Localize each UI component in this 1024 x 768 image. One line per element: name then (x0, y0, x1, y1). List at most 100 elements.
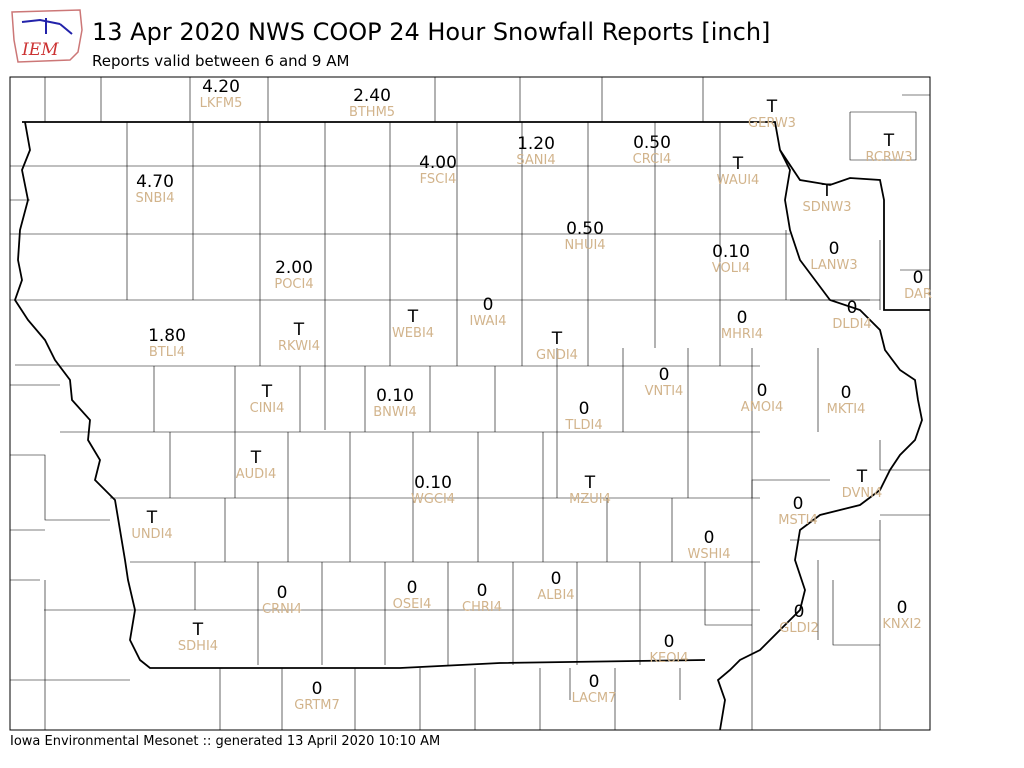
station-id: VNTI4 (645, 384, 684, 399)
station-id: RCRW3 (865, 150, 912, 165)
station-id: WAUI4 (717, 173, 760, 188)
station-value: T (293, 320, 305, 340)
station-id: GERW3 (748, 116, 796, 131)
station-id: RKWI4 (278, 339, 320, 354)
station-id: KNXI2 (882, 617, 921, 632)
station-value: 0 (913, 268, 924, 288)
station-value: 0 (312, 679, 323, 699)
station-id: KEOI4 (649, 651, 688, 666)
station-value: 0 (829, 239, 840, 259)
station-id: TLDI4 (564, 418, 602, 433)
station-value: 2.00 (275, 258, 313, 278)
title: 13 Apr 2020 NWS COOP 24 Hour Snowfall Re… (92, 18, 770, 46)
station-value: T (261, 382, 273, 402)
station-value: 0 (659, 365, 670, 385)
station-id: GNDI4 (536, 348, 578, 363)
station-id: GRTM7 (294, 698, 340, 713)
station-value: 0.10 (376, 386, 414, 406)
station-id: SANI4 (516, 153, 555, 168)
station-value: 0 (841, 383, 852, 403)
station-value: T (883, 131, 895, 151)
station-id: BTHM5 (349, 105, 395, 120)
station-id: WGCI4 (411, 492, 455, 507)
station-value: 0 (664, 632, 675, 652)
station-id: SNBI4 (136, 191, 175, 206)
station-id: MZUI4 (569, 492, 611, 507)
subtitle: Reports valid between 6 and 9 AM (92, 52, 349, 70)
station-id: MSTI4 (778, 513, 818, 528)
station-value: 4.70 (136, 172, 174, 192)
station-value: 0 (897, 598, 908, 618)
station-id: OSEI4 (393, 597, 432, 612)
station-value: T (821, 181, 833, 201)
station-id: CHRI4 (462, 600, 502, 615)
station-value: 0 (704, 528, 715, 548)
station-id: BTLI4 (149, 345, 185, 360)
station-id: NHUI4 (564, 238, 605, 253)
station-value: T (146, 508, 158, 528)
station-id: LACM7 (572, 691, 617, 706)
station-value: 0.50 (566, 219, 604, 239)
station-id: AUDI4 (236, 467, 277, 482)
station-id: SDNW3 (802, 200, 851, 215)
map-frame (9, 76, 931, 731)
station-value: T (732, 154, 744, 174)
station-id: MKTI4 (827, 402, 866, 417)
station-value: T (192, 620, 204, 640)
station-value: T (766, 97, 778, 117)
station-value: 0 (737, 308, 748, 328)
station-value: 0 (757, 381, 768, 401)
station-id: POCI4 (274, 277, 313, 292)
station-id: SDHI4 (178, 639, 218, 654)
station-value: 0 (551, 569, 562, 589)
station-id: FSCI4 (420, 172, 457, 187)
station-value: 1.80 (148, 326, 186, 346)
station-value: 0 (579, 399, 590, 419)
station-value: 0.50 (633, 133, 671, 153)
station-id: MHRI4 (721, 327, 763, 342)
station-value: T (584, 473, 596, 493)
county-lines (10, 77, 930, 730)
station-id: UNDI4 (131, 527, 172, 542)
station-id: WSHI4 (688, 547, 731, 562)
station-id: VOLI4 (712, 261, 750, 276)
station-id: DVNI4 (842, 486, 883, 501)
station-value: T (407, 307, 419, 327)
station-id: CINI4 (250, 401, 285, 416)
station-value: 2.40 (353, 86, 391, 106)
station-id: BNWI4 (373, 405, 417, 420)
station-id: AMOI4 (741, 400, 783, 415)
station-id: CRNI4 (262, 602, 302, 617)
station-value: T (856, 467, 868, 487)
station-value: T (250, 448, 262, 468)
station-value: 4.20 (202, 77, 240, 97)
station-id: DAR (904, 287, 932, 302)
station-id: GLDI2 (779, 621, 818, 636)
station-id: WEBI4 (392, 326, 434, 341)
logo-icon (21, 18, 73, 35)
station-value: 0 (407, 578, 418, 598)
station-value: 0 (589, 672, 600, 692)
footer: Iowa Environmental Mesonet :: generated … (10, 734, 440, 749)
station-value: 4.00 (419, 153, 457, 173)
logo: IEM (11, 9, 83, 63)
logo-outline (11, 9, 83, 63)
station-value: 0.10 (414, 473, 452, 493)
station-id: LKFM5 (200, 96, 243, 111)
station-id: DLDI4 (832, 317, 871, 332)
station-value: 0 (793, 494, 804, 514)
state-borders (14, 121, 930, 731)
logo-text: IEM (21, 40, 59, 60)
station-value: 0 (477, 581, 488, 601)
station-value: 1.20 (517, 134, 555, 154)
station-value: 0 (794, 602, 805, 622)
station-value: T (551, 329, 563, 349)
station-id: IWAI4 (470, 314, 507, 329)
station-id: ALBI4 (537, 588, 574, 603)
station-value: 0.10 (712, 242, 750, 262)
station-value: 0 (847, 298, 858, 318)
station-id: LANW3 (810, 258, 857, 273)
